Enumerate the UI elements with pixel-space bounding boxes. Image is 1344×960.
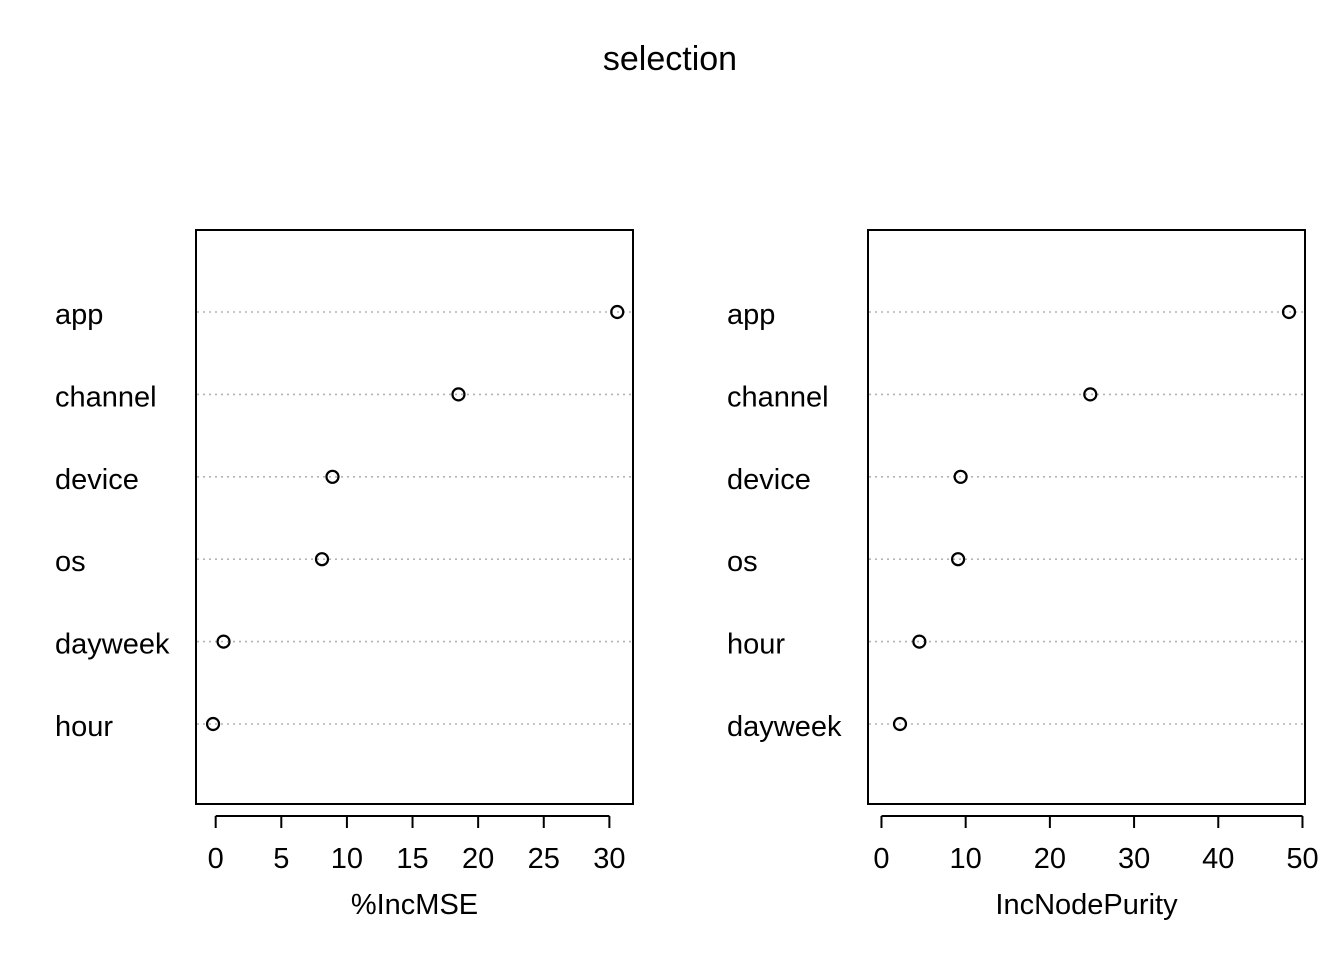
category-label: dayweek	[727, 711, 842, 743]
x-tick-label: 20	[462, 843, 494, 875]
panels: app channel device os dayweek hour 0 5 10 15 20 25 3…	[55, 229, 1319, 921]
category-label: dayweek	[55, 629, 170, 661]
chart-title: selection	[603, 40, 737, 78]
x-tick-label: 30	[593, 843, 625, 875]
data-point	[950, 552, 966, 567]
panel-2: app channel device os hour dayweek 0 10 20 30 40 50…	[727, 229, 1319, 921]
panel-1: app channel device os dayweek hour 0 5 10 15 20 25 3…	[55, 229, 634, 921]
data-point	[1281, 304, 1297, 320]
x-tick-label: 40	[1202, 843, 1234, 875]
data-point	[451, 387, 466, 402]
category-label: hour	[727, 629, 785, 661]
data-point	[610, 304, 625, 320]
data-point	[1083, 387, 1098, 402]
plot-frame	[195, 229, 634, 805]
category-label: hour	[55, 711, 113, 743]
category-label: device	[727, 464, 811, 496]
x-tick-label: 25	[528, 843, 560, 875]
x-tick-label: 10	[950, 843, 982, 875]
data-point	[314, 552, 330, 567]
category-label: channel	[55, 381, 157, 413]
category-label: app	[55, 299, 103, 331]
x-tick-label: 15	[396, 843, 428, 875]
x-tick-label: 0	[208, 843, 224, 875]
data-point	[892, 716, 908, 732]
data-point	[325, 469, 340, 484]
category-label: device	[55, 464, 139, 496]
data-point	[205, 716, 221, 732]
category-label: os	[55, 546, 86, 578]
x-tick-label: 20	[1034, 843, 1066, 875]
x-tick-label: 50	[1286, 843, 1318, 875]
x-tick-label: 0	[873, 843, 889, 875]
data-point	[912, 634, 927, 649]
data-point	[953, 469, 968, 484]
x-axis-label: IncNodePurity	[995, 889, 1178, 921]
category-label: channel	[727, 381, 829, 413]
x-axis-label: %IncMSE	[351, 889, 478, 921]
category-label: os	[727, 546, 758, 578]
x-tick-label: 30	[1118, 843, 1150, 875]
x-tick-label: 5	[273, 843, 289, 875]
category-label: app	[727, 299, 775, 331]
x-tick-label: 10	[331, 843, 363, 875]
plot-frame	[867, 229, 1306, 805]
data-point	[216, 634, 231, 649]
